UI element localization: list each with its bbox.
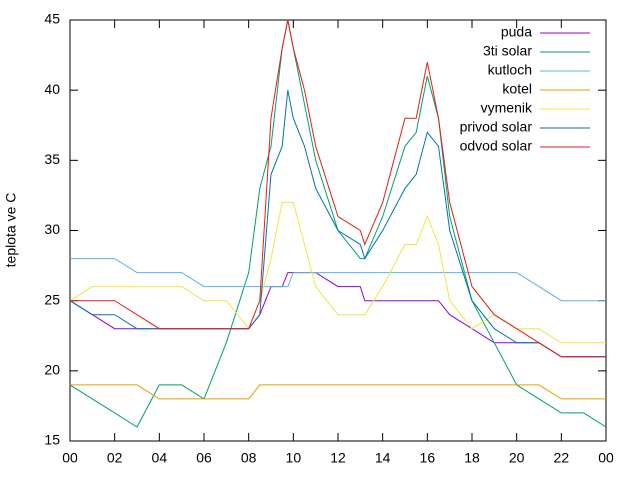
legend-label: vymenik xyxy=(481,100,533,116)
legend-label: kotel xyxy=(502,81,532,97)
legend-label: privod solar xyxy=(460,119,533,135)
series-line xyxy=(69,19,607,428)
series-line xyxy=(70,384,606,400)
plot-border xyxy=(69,19,607,442)
legend-label: kutloch xyxy=(488,62,532,78)
y-tick-label: 25 xyxy=(44,291,60,307)
series-line xyxy=(70,19,606,358)
x-tick-label: 10 xyxy=(286,450,302,466)
x-tick-label: 06 xyxy=(196,450,212,466)
y-tick-label: 15 xyxy=(44,432,60,448)
x-tick-label: 02 xyxy=(107,450,123,466)
series-line xyxy=(69,201,606,344)
x-tick-label: 14 xyxy=(375,450,391,466)
x-tick-label: 22 xyxy=(554,450,570,466)
x-tick-label: 08 xyxy=(241,450,257,466)
y-tick-label: 40 xyxy=(44,81,60,97)
legend-label: puda xyxy=(501,24,532,40)
legend-label: odvod solar xyxy=(460,138,533,154)
x-tick-label: 00 xyxy=(598,450,614,466)
x-tick-label: 18 xyxy=(464,450,480,466)
x-tick-label: 20 xyxy=(509,450,525,466)
y-tick-label: 30 xyxy=(44,221,60,237)
series-line xyxy=(70,258,606,302)
x-tick-label: 16 xyxy=(420,450,436,466)
y-axis-label: teplota ve C xyxy=(3,193,19,268)
y-tick-label: 20 xyxy=(44,362,60,378)
x-tick-label: 04 xyxy=(152,450,168,466)
y-tick-label: 35 xyxy=(44,151,60,167)
y-tick-label: 45 xyxy=(44,11,60,27)
x-tick-label: 00 xyxy=(62,450,78,466)
legend-label: 3ti solar xyxy=(483,43,532,59)
x-tick-label: 12 xyxy=(330,450,346,466)
